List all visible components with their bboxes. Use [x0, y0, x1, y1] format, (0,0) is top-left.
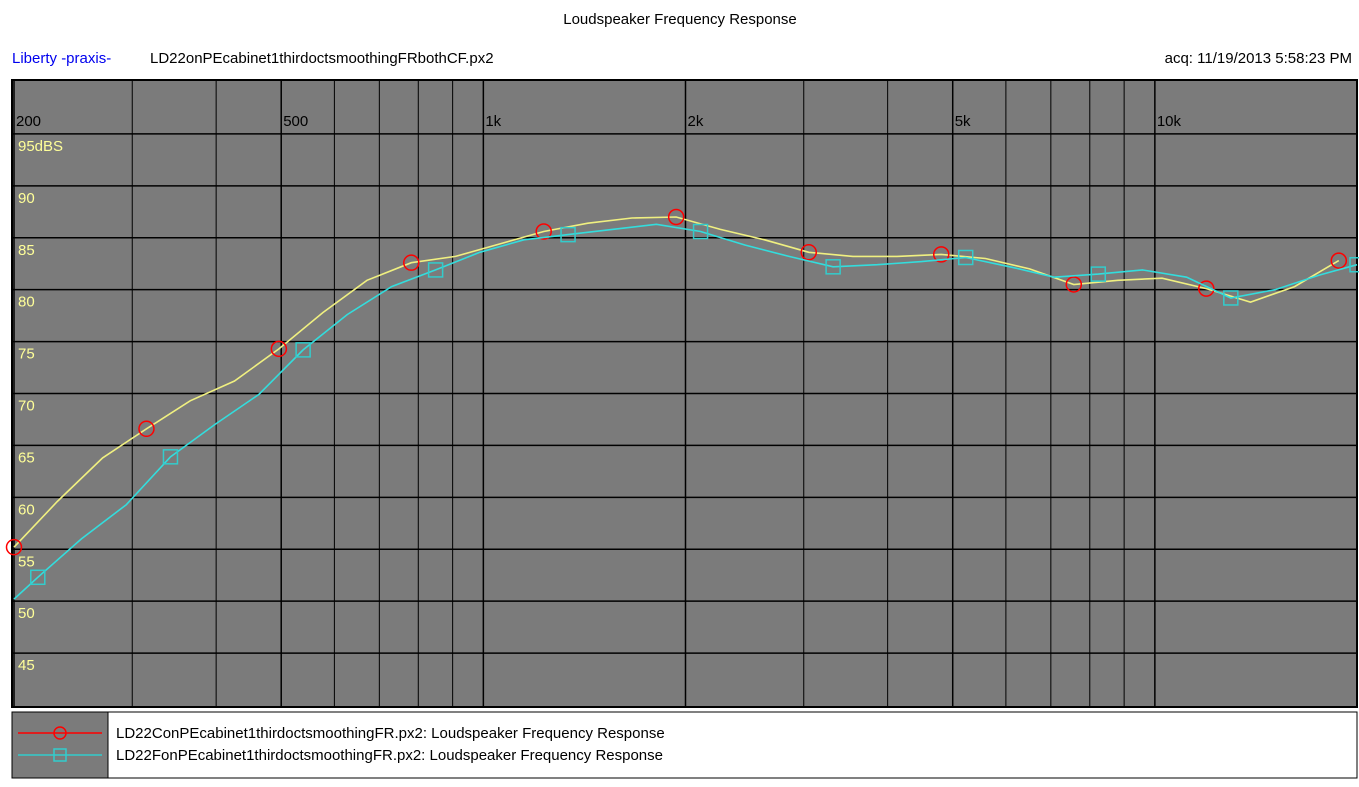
y-tick-label: 50 [18, 605, 35, 622]
x-tick-label: 2k [688, 113, 704, 130]
legend-swatch-bg [12, 712, 108, 778]
y-tick-label: 45 [18, 657, 35, 674]
y-tick-label: 55 [18, 553, 35, 570]
x-tick-label: 500 [283, 113, 308, 130]
chart-title: Loudspeaker Frequency Response [563, 11, 796, 28]
subtitle: LD22onPEcabinet1thirdoctsmoothingFRbothC… [150, 50, 494, 67]
y-tick-label: 75 [18, 346, 35, 363]
y-tick-label: 95dBS [18, 138, 63, 155]
y-tick-label: 70 [18, 398, 35, 415]
y-tick-label: 60 [18, 501, 35, 518]
y-tick-label: 90 [18, 190, 35, 207]
x-tick-label: 10k [1157, 113, 1182, 130]
brand: Liberty -praxis- [12, 50, 111, 67]
legend-label: LD22ConPEcabinet1thirdoctsmoothingFR.px2… [116, 725, 665, 742]
legend [12, 712, 1357, 778]
x-tick-label: 200 [16, 113, 41, 130]
x-tick-label: 5k [955, 113, 971, 130]
y-tick-label: 85 [18, 242, 35, 259]
acquired: acq: 11/19/2013 5:58:23 PM [1165, 50, 1352, 67]
legend-label: LD22FonPEcabinet1thirdoctsmoothingFR.px2… [116, 747, 663, 764]
y-tick-label: 80 [18, 294, 35, 311]
y-tick-label: 65 [18, 449, 35, 466]
x-tick-label: 1k [485, 113, 501, 130]
